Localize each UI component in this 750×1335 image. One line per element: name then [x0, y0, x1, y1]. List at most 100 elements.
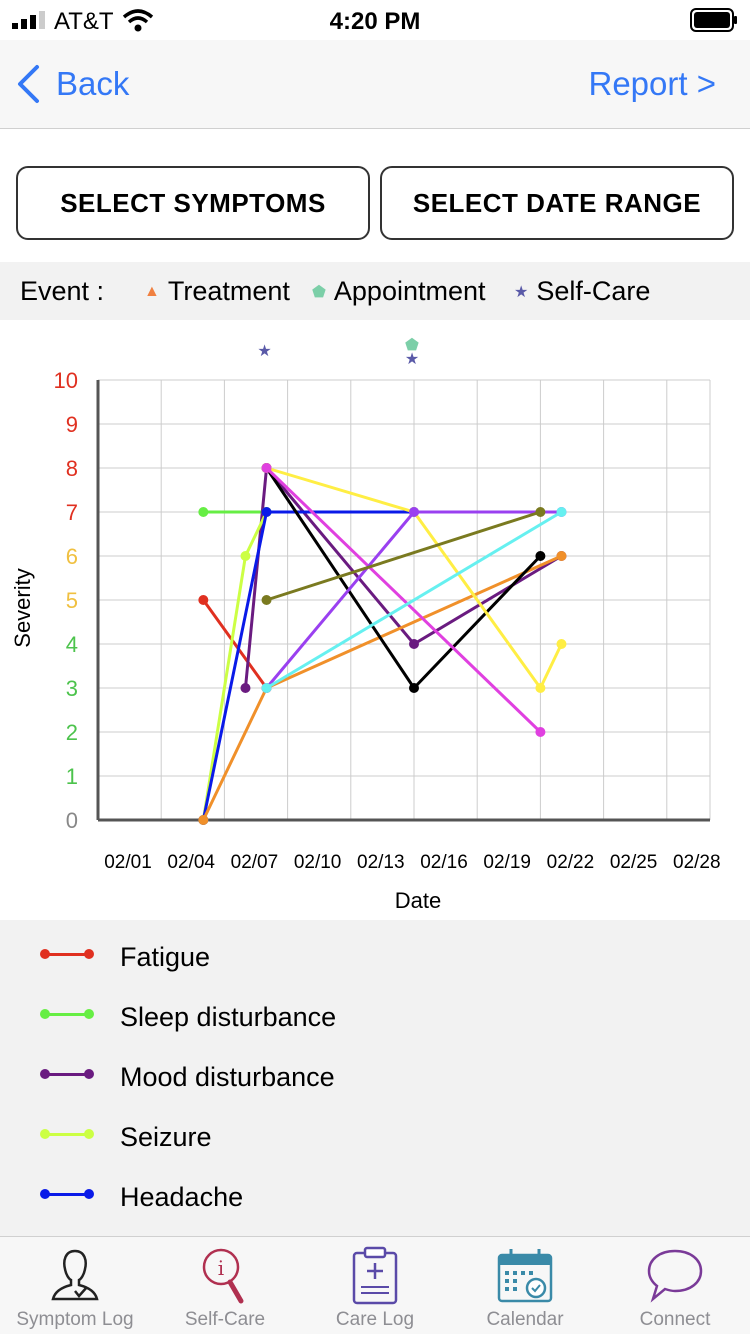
legend-label: Fatigue: [120, 942, 211, 972]
series-line: [243, 466, 563, 689]
report-button[interactable]: Report >: [588, 65, 717, 102]
select-symptoms-button[interactable]: SELECT SYMPTOMS: [16, 166, 370, 240]
y-tick-label: 2: [66, 720, 78, 745]
legend-item-seizure[interactable]: Seizure: [0, 1104, 750, 1164]
event-name: Treatment: [167, 276, 290, 306]
legend-dot: [84, 1129, 94, 1139]
y-axis-title: Severity: [10, 568, 35, 647]
data-point: [535, 507, 546, 517]
tab-self-care[interactable]: i Self-Care: [150, 1237, 300, 1335]
legend-label: Sleep disturbance: [120, 1002, 337, 1032]
x-tick-label: 02/01: [104, 852, 152, 873]
tab-symptom-log[interactable]: Symptom Log: [0, 1237, 150, 1335]
event-legend: Event : ▲ Treatment ⬟ Appointment ★ Self…: [0, 262, 750, 320]
tab-label: Symptom Log: [16, 1309, 134, 1330]
series-line: [265, 467, 542, 690]
y-tick-label: 3: [66, 676, 78, 701]
legend-line: [44, 1193, 90, 1196]
status-bar: AT&T 4:20 PM: [0, 0, 750, 40]
symptom-legend: Fatigue Sleep disturbance Mood disturban…: [0, 920, 750, 1236]
data-point: [240, 551, 251, 561]
back-button[interactable]: Back: [16, 62, 129, 106]
legend-label: Headache: [120, 1182, 244, 1212]
data-point: [535, 551, 546, 561]
x-tick-label: 02/04: [167, 852, 215, 873]
calendar-icon: [497, 1249, 553, 1303]
data-point: [261, 595, 272, 605]
y-tick-label: 5: [66, 588, 78, 613]
y-tick-label: 8: [66, 456, 78, 481]
event-name: Self-Care: [536, 276, 651, 306]
series-line: [201, 510, 414, 821]
y-tick-label: 4: [66, 632, 78, 657]
back-label: Back: [56, 65, 130, 102]
tab-label: Connect: [639, 1309, 711, 1330]
filter-buttons: SELECT SYMPTOMS SELECT DATE RANGE: [0, 166, 750, 240]
data-point: [535, 727, 546, 737]
legend-dot: [40, 1069, 50, 1079]
clipboard-icon: [352, 1246, 398, 1305]
series-line: [266, 466, 563, 690]
event-treatment: ▲ Treatment: [144, 276, 290, 307]
tab-bar: Symptom Log i Self-Care Care Log: [0, 1236, 750, 1334]
x-tick-label: 02/19: [483, 852, 531, 873]
series-line: [266, 510, 541, 602]
legend-dot: [40, 1009, 50, 1019]
series-line: [202, 599, 268, 689]
data-point: [556, 639, 567, 649]
legend-dot: [84, 949, 94, 959]
chevron-left-icon: [18, 65, 39, 103]
navigation-bar: Back Report >: [0, 40, 750, 129]
data-point: [409, 683, 419, 693]
event-marker: ★: [405, 351, 419, 368]
chat-bubble-icon: [647, 1249, 703, 1303]
x-tick-label: 02/13: [357, 852, 405, 873]
tab-connect[interactable]: Connect: [600, 1237, 750, 1335]
tab-calendar[interactable]: Calendar: [450, 1237, 600, 1335]
y-tick-label: 0: [66, 808, 78, 833]
y-tick-label: 6: [66, 544, 78, 569]
signal-icon: [12, 11, 45, 29]
data-point: [240, 683, 251, 693]
legend-line: [44, 953, 90, 956]
x-tick-label: 02/28: [673, 852, 721, 873]
star-icon: ★: [514, 283, 529, 301]
event-name: Appointment: [333, 276, 486, 306]
data-point: [409, 639, 419, 649]
data-point: [535, 683, 546, 693]
legend-item-mood-disturbance[interactable]: Mood disturbance: [0, 1044, 750, 1104]
y-tick-label: 7: [66, 500, 78, 525]
legend-dot: [40, 1189, 50, 1199]
legend-item-sleep-disturbance[interactable]: Sleep disturbance: [0, 984, 750, 1044]
legend-item-headache[interactable]: Headache: [0, 1164, 750, 1224]
data-point: [198, 815, 209, 825]
legend-dot: [40, 1129, 50, 1139]
legend-line: [44, 1073, 90, 1076]
tab-label: Calendar: [486, 1309, 564, 1330]
x-tick-label: 02/10: [294, 852, 342, 873]
legend-label: Mood disturbance: [120, 1062, 335, 1092]
event-marker: ★: [257, 343, 271, 360]
carrier-name: AT&T: [54, 8, 114, 35]
person-check-icon: [51, 1249, 99, 1301]
select-date-range-button[interactable]: SELECT DATE RANGE: [380, 166, 734, 240]
legend-dot: [40, 949, 50, 959]
status-time: 4:20 PM: [329, 8, 421, 35]
legend-item-fatigue[interactable]: Fatigue: [0, 924, 750, 984]
data-point: [198, 507, 209, 517]
y-tick-label: 1: [66, 764, 78, 789]
svg-text:i: i: [218, 1256, 224, 1280]
event-self-care: ★ Self-Care: [514, 276, 650, 307]
data-point: [261, 683, 272, 693]
event-appointment: ⬟ Appointment: [312, 276, 486, 307]
pentagon-icon: ⬟: [312, 283, 326, 301]
data-point: [261, 463, 272, 473]
data-point: [261, 507, 272, 517]
legend-dot: [84, 1009, 94, 1019]
magnifier-info-icon: i: [202, 1248, 244, 1304]
legend-dot: [84, 1069, 94, 1079]
data-point: [556, 551, 567, 561]
data-point: [198, 595, 209, 605]
x-tick-label: 02/22: [547, 852, 595, 873]
tab-care-log[interactable]: Care Log: [300, 1237, 450, 1335]
